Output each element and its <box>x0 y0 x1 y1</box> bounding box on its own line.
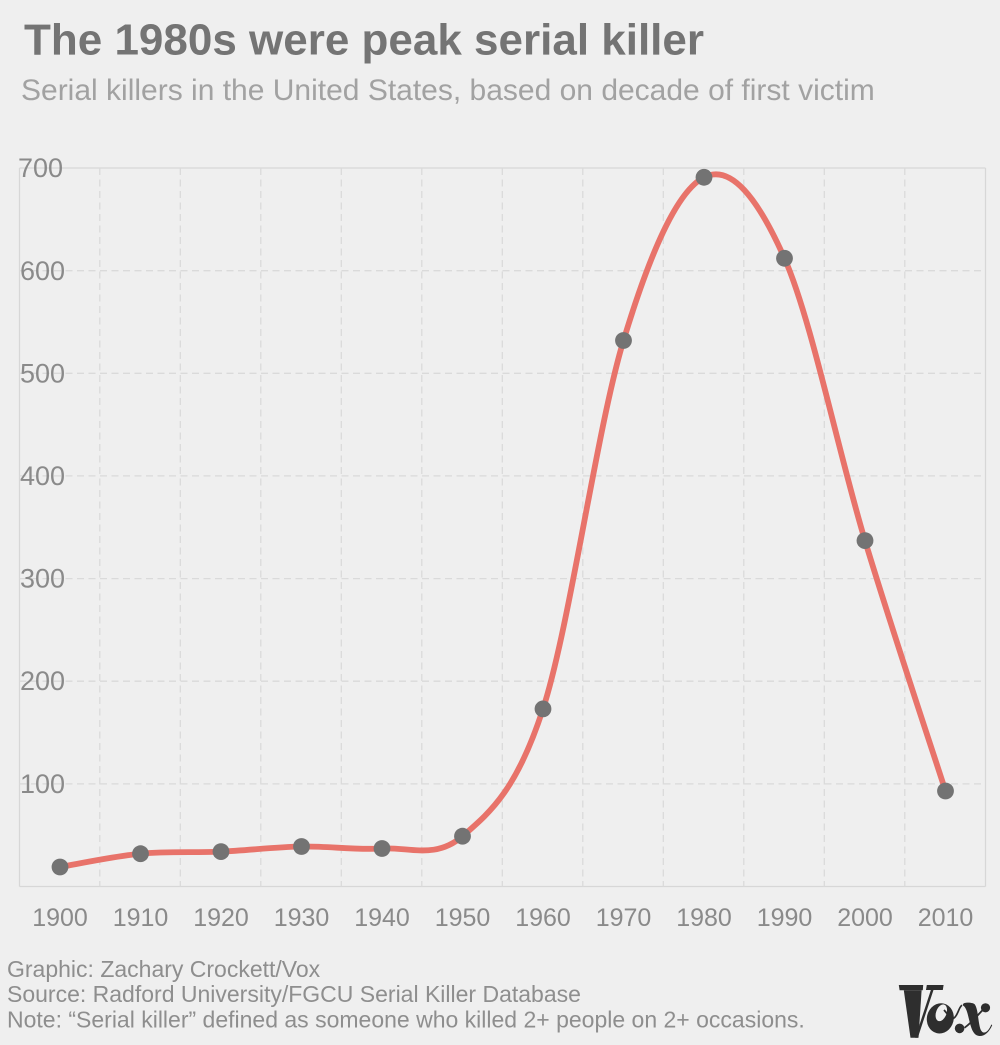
svg-text:1930: 1930 <box>274 904 330 932</box>
svg-text:1960: 1960 <box>515 904 571 932</box>
svg-text:2010: 2010 <box>918 904 974 932</box>
svg-text:1980: 1980 <box>676 904 732 932</box>
svg-text:500: 500 <box>20 359 65 389</box>
svg-text:1900: 1900 <box>32 904 88 932</box>
svg-text:1920: 1920 <box>193 904 249 932</box>
svg-text:1990: 1990 <box>757 904 813 932</box>
svg-text:Note: “Serial killer” defined: Note: “Serial killer” defined as someone… <box>7 1007 805 1033</box>
svg-text:2000: 2000 <box>837 904 893 932</box>
svg-text:Serial killers in the United S: Serial killers in the United States, bas… <box>21 74 875 107</box>
svg-text:300: 300 <box>20 564 65 594</box>
svg-text:1940: 1940 <box>354 904 410 932</box>
svg-text:1970: 1970 <box>596 904 652 932</box>
svg-text:100: 100 <box>20 769 65 799</box>
svg-text:200: 200 <box>20 666 65 696</box>
svg-text:400: 400 <box>20 461 65 491</box>
svg-text:700: 700 <box>18 153 63 183</box>
svg-text:1950: 1950 <box>435 904 491 932</box>
svg-text:600: 600 <box>20 256 65 286</box>
svg-text:Graphic: Zachary Crockett/Vox: Graphic: Zachary Crockett/Vox <box>7 956 321 982</box>
svg-text:Source: Radford University/FGC: Source: Radford University/FGCU Serial K… <box>7 981 581 1007</box>
svg-text:1910: 1910 <box>113 904 169 932</box>
svg-text:The 1980s were peak serial kil: The 1980s were peak serial killer <box>24 16 704 65</box>
